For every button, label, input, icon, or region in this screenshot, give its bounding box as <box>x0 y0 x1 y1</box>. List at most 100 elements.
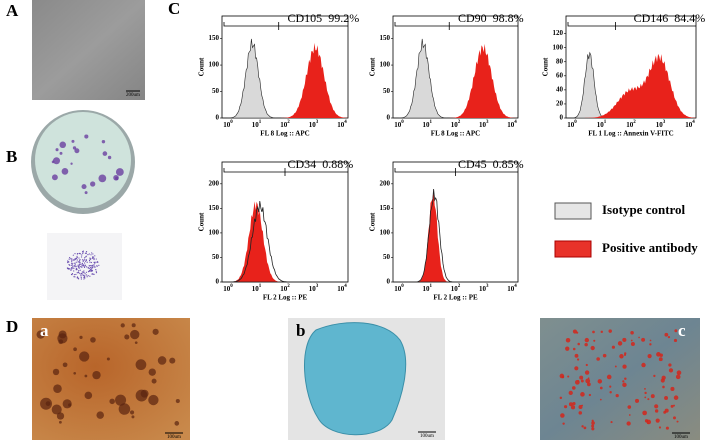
x-tick-label: 100 <box>394 284 404 292</box>
y-axis-label: Count <box>198 212 206 231</box>
gate-label: CD105 99.2% <box>288 11 360 25</box>
cell-dot <box>80 266 82 268</box>
tick-base: 10 <box>685 121 693 129</box>
cell-dot <box>87 267 89 269</box>
droplet <box>572 402 576 406</box>
cell-dot <box>89 261 91 263</box>
droplet <box>667 335 671 339</box>
x-tick-label: 100 <box>223 120 233 128</box>
cell-dot <box>89 265 91 267</box>
cell-dot <box>76 277 78 279</box>
cell-dot <box>70 258 72 260</box>
tick-base: 10 <box>309 121 317 129</box>
stain-spot <box>73 347 77 352</box>
droplet <box>670 386 675 391</box>
cell-dot <box>83 257 86 259</box>
stain-spot <box>115 394 127 406</box>
cell-dot <box>74 253 76 255</box>
droplet <box>617 341 623 346</box>
droplet <box>599 398 602 401</box>
cell-dot <box>82 271 84 273</box>
cell-dot <box>67 260 69 262</box>
droplet <box>563 405 568 409</box>
cell-dot <box>92 266 94 268</box>
droplet <box>580 379 584 383</box>
marker-name: CD90 <box>458 11 487 25</box>
tick-exponent: 4 <box>514 284 517 289</box>
y-axis-label: Count <box>369 212 377 231</box>
stain-spot <box>45 401 51 406</box>
cell-dot <box>94 255 96 257</box>
droplet <box>668 363 672 367</box>
cell-dot <box>77 264 79 266</box>
cell-dot <box>80 276 82 279</box>
droplet <box>626 421 631 426</box>
cell-dot <box>93 257 95 259</box>
isotype-histogram <box>222 200 348 283</box>
x-tick-label: 101 <box>597 120 607 128</box>
y-tick-label: 50 <box>212 87 220 95</box>
x-tick-label: 102 <box>280 284 290 292</box>
stain-spot <box>92 370 101 380</box>
x-tick-label: 100 <box>567 120 577 128</box>
droplet <box>662 385 665 389</box>
stain-spot <box>52 368 60 376</box>
droplet <box>672 416 676 420</box>
droplet <box>560 413 565 418</box>
scale-label: 100um <box>674 435 688 440</box>
cell-dot <box>78 257 80 259</box>
tick-exponent: 0 <box>574 120 577 125</box>
tick-base: 10 <box>337 285 345 293</box>
cell-dot <box>71 264 73 266</box>
panel-label: D <box>6 317 18 336</box>
cell-dot <box>75 261 77 263</box>
droplet <box>584 370 590 375</box>
cell-dot <box>84 275 86 277</box>
cell-dot <box>91 269 94 272</box>
tick-base: 10 <box>507 285 515 293</box>
positive-histogram <box>393 43 518 118</box>
tick-base: 10 <box>252 285 260 293</box>
tick-exponent: 4 <box>344 120 347 125</box>
cell-dot <box>76 272 78 274</box>
tick-base: 10 <box>394 121 402 129</box>
stain-spot <box>134 341 138 345</box>
stain-spot <box>169 357 176 364</box>
tick-exponent: 4 <box>514 120 517 125</box>
gate-label: CD90 98.8% <box>458 11 524 25</box>
tick-exponent: 3 <box>316 120 319 125</box>
gate-bracket <box>278 25 348 30</box>
colony <box>66 250 100 280</box>
droplet <box>572 329 577 334</box>
droplet <box>644 387 646 390</box>
colony-dot <box>55 148 59 152</box>
gate-label: CD45 0.85% <box>458 157 524 171</box>
cell-dot <box>79 269 81 271</box>
y-tick-label: 60 <box>556 71 564 79</box>
x-tick-label: 101 <box>252 120 262 128</box>
y-tick-label: 100 <box>209 61 220 69</box>
gate-bracket <box>455 171 518 176</box>
stain-spot <box>151 378 157 384</box>
stain-spot <box>56 412 65 420</box>
cell-dot <box>89 257 91 259</box>
tick-exponent: 3 <box>486 120 489 125</box>
cell-dot <box>75 257 77 259</box>
x-axis-label: FL 8 Log :: APC <box>431 130 480 138</box>
tick-base: 10 <box>626 121 634 129</box>
x-tick-label: 101 <box>252 284 262 292</box>
legend-swatch <box>554 240 592 258</box>
percent: 84.4% <box>674 11 705 25</box>
colony-dot <box>84 191 88 195</box>
cell-dot <box>76 255 78 257</box>
scale-label: 100um <box>420 434 434 439</box>
tick-base: 10 <box>597 121 605 129</box>
cell-dot <box>73 274 76 276</box>
y-tick-label: 100 <box>380 61 391 69</box>
droplet <box>559 373 565 379</box>
percent: 98.8% <box>493 11 524 25</box>
cell-dot <box>87 254 89 256</box>
cell-dot <box>89 275 91 277</box>
x-tick-label: 104 <box>337 120 347 128</box>
cell-dot <box>73 265 75 267</box>
